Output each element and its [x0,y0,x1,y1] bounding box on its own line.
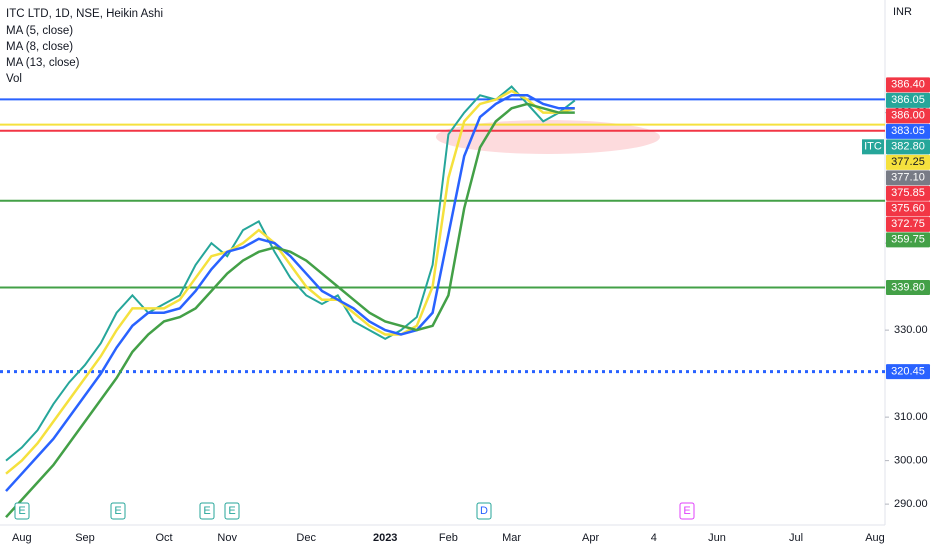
legend-item: Vol [6,73,22,85]
price-badge-label: 382.80 [891,141,925,153]
price-badge-label: 359.75 [891,234,925,246]
price-badge-label: 386.00 [891,110,925,122]
series-line [5,102,575,519]
x-tick-label: Dec [296,532,316,544]
y-tick-label: 310.00 [894,411,928,423]
price-badge-label: 375.60 [891,203,925,215]
chart-title: ITC LTD, 1D, NSE, Heikin Ashi [6,8,163,20]
y-tick-label: 330.00 [894,324,928,336]
price-badge [886,280,930,296]
x-tick-label: 4 [651,532,657,544]
x-tick-label: Aug [12,532,32,544]
price-badge [886,201,930,217]
series-line [5,85,576,462]
event-label: E [203,505,210,517]
x-tick-label: 2023 [373,532,397,544]
x-tick-label: Jul [789,532,803,544]
price-badge [886,185,930,201]
price-badge [886,364,930,380]
price-badge [886,123,930,139]
price-badge [886,154,930,170]
price-badge-label: 339.80 [891,281,925,293]
event-marker [199,502,215,520]
price-badge-label: 375.85 [891,187,925,199]
event-marker [679,502,695,520]
event-marker [476,502,492,520]
event-label: E [228,505,235,517]
x-tick-label: Aug [865,532,885,544]
price-badge [886,216,930,232]
y-tick-label: 300.00 [894,455,928,467]
legend-item: MA (13, close) [6,57,80,69]
currency: INR [893,6,912,18]
x-tick-label: Oct [155,532,172,544]
price-badge [886,92,930,108]
price-badge [886,170,930,186]
event-label: E [114,505,121,517]
price-badge-label: 377.10 [891,172,925,184]
x-tick-label: Nov [217,532,237,544]
event-label: E [18,505,25,517]
x-tick-label: Jun [708,532,726,544]
price-badge [886,77,930,93]
symbol-tag-label: ITC [864,141,882,153]
event-marker [110,502,126,520]
x-tick-label: Feb [439,532,458,544]
legend-item: MA (5, close) [6,25,73,37]
symbol-tag [862,139,884,155]
event-label: D [480,505,488,517]
legend-item: MA (8, close) [6,41,73,53]
price-badge-label: 386.40 [891,79,925,91]
price-badge-label: 372.75 [891,218,925,230]
price-badge-label: 320.45 [891,366,925,378]
y-tick-label: 290.00 [894,498,928,510]
series-line [5,94,575,492]
price-badge-label: 383.05 [891,125,925,137]
price-badge-label: 377.25 [891,156,925,168]
series-line [5,89,576,475]
price-badge [886,108,930,124]
x-tick-label: Apr [582,532,599,544]
x-tick-label: Mar [502,532,521,544]
event-marker [14,502,30,520]
event-label: E [683,505,690,517]
price-badge [886,232,930,248]
price-badge [886,139,930,155]
price-badge-label: 386.05 [891,94,925,106]
event-marker [224,502,240,520]
x-tick-label: Sep [75,532,95,544]
